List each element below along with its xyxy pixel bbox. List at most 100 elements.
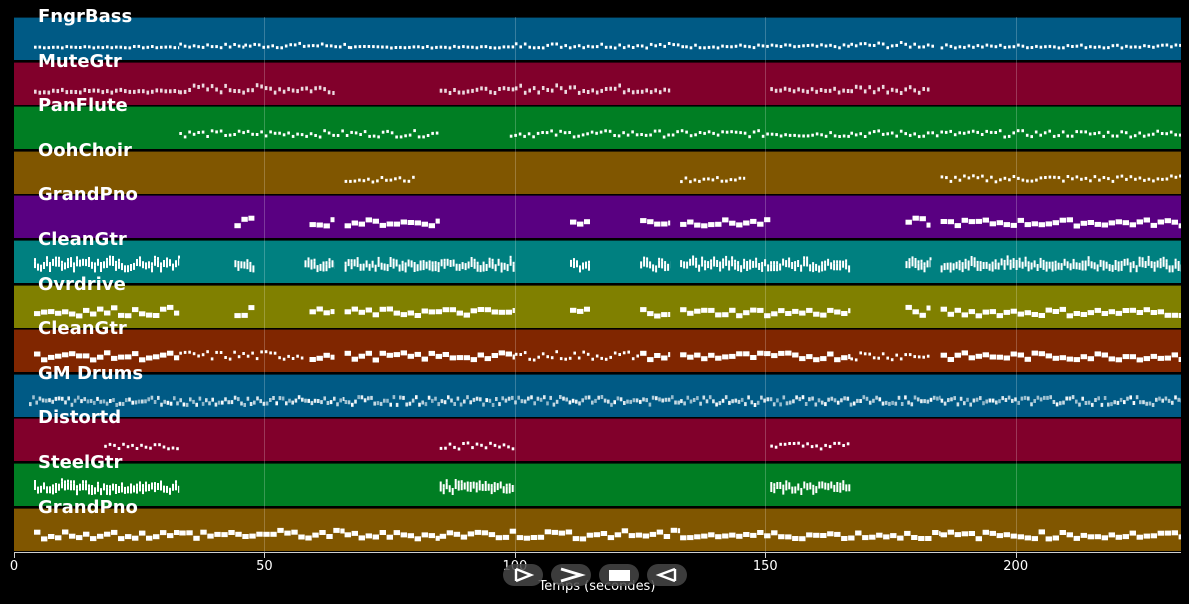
note-mark (819, 87, 823, 92)
note-mark (178, 46, 180, 50)
note-mark (609, 356, 612, 360)
note-mark (249, 264, 252, 272)
note-mark (883, 533, 890, 539)
note-mark (1101, 534, 1108, 540)
note-mark (710, 259, 713, 263)
note-mark (133, 89, 136, 94)
play-outline-button[interactable] (503, 564, 543, 586)
note-mark (354, 131, 358, 135)
note-mark (52, 45, 55, 49)
note-mark (304, 260, 307, 268)
note-mark (1084, 176, 1088, 180)
note-mark (1066, 312, 1073, 318)
note-mark (106, 45, 109, 49)
note-mark (1174, 261, 1177, 269)
track-notes (34, 41, 1181, 50)
note-mark (734, 259, 737, 263)
note-mark (956, 402, 960, 407)
note-mark (284, 44, 288, 48)
stop-button[interactable] (599, 564, 639, 586)
note-mark (916, 397, 920, 402)
note-mark (48, 397, 51, 402)
note-mark (543, 394, 546, 399)
note-mark (677, 400, 680, 405)
note-mark (1129, 262, 1132, 266)
note-mark (627, 350, 630, 354)
note-mark (447, 395, 450, 400)
note-mark (897, 535, 904, 541)
note-mark (764, 259, 767, 267)
note-mark (872, 44, 876, 47)
note-mark (863, 352, 867, 356)
note-mark (1164, 396, 1168, 401)
note-mark (820, 133, 823, 137)
note-mark (577, 221, 584, 227)
rewind-button[interactable] (647, 564, 687, 586)
forward-button[interactable] (551, 564, 591, 586)
note-mark (345, 134, 349, 138)
note-mark (462, 442, 465, 446)
note-mark (313, 398, 317, 403)
note-mark (1003, 135, 1006, 139)
note-mark (613, 46, 617, 50)
note-mark (453, 531, 461, 537)
note-mark (1070, 134, 1074, 138)
note-mark (493, 90, 497, 95)
note-mark (1017, 43, 1020, 47)
note-mark (809, 264, 812, 272)
note-mark (484, 356, 491, 362)
note-mark (949, 265, 952, 273)
note-mark (1094, 307, 1101, 313)
note-mark (34, 45, 37, 49)
note-mark (372, 534, 379, 540)
note-mark (1122, 220, 1129, 226)
note-mark (1129, 530, 1136, 536)
note-mark (722, 354, 729, 360)
note-mark (157, 483, 159, 490)
note-mark (100, 488, 102, 496)
note-mark (833, 86, 836, 91)
note-mark (797, 134, 801, 138)
note-mark (799, 535, 806, 541)
note-mark (106, 260, 108, 268)
note-mark (372, 134, 376, 138)
note-mark (774, 88, 778, 93)
note-mark (360, 395, 364, 400)
note-mark (142, 487, 144, 495)
note-mark (940, 175, 944, 179)
note-mark (507, 86, 510, 91)
note-mark (395, 402, 399, 407)
note-mark (294, 398, 298, 403)
note-mark (854, 133, 858, 137)
note-mark (61, 396, 64, 401)
note-mark (1045, 261, 1048, 265)
note-mark (1117, 261, 1120, 265)
note-mark (79, 90, 82, 95)
note-mark (838, 46, 841, 50)
note-mark (842, 483, 845, 491)
note-mark (471, 446, 474, 450)
note-mark (132, 351, 139, 357)
note-mark (568, 356, 572, 360)
note-mark (1159, 261, 1162, 269)
note-mark (1138, 256, 1141, 260)
note-mark (845, 484, 848, 492)
note-mark (771, 310, 778, 316)
note-mark (537, 355, 540, 359)
note-mark (913, 355, 916, 359)
note-mark (83, 87, 87, 92)
note-mark (248, 44, 252, 48)
note-mark (672, 43, 675, 47)
note-mark (1165, 177, 1169, 181)
note-mark (1129, 135, 1132, 139)
note-mark (309, 88, 313, 93)
note-mark (358, 534, 365, 540)
note-mark (1153, 264, 1156, 272)
note-mark (839, 263, 842, 271)
note-mark (940, 352, 947, 358)
note-mark (275, 401, 278, 406)
note-mark (999, 43, 1002, 47)
note-mark (139, 259, 141, 267)
note-mark (967, 260, 970, 264)
track-name-label: SteelGtr (38, 452, 123, 473)
